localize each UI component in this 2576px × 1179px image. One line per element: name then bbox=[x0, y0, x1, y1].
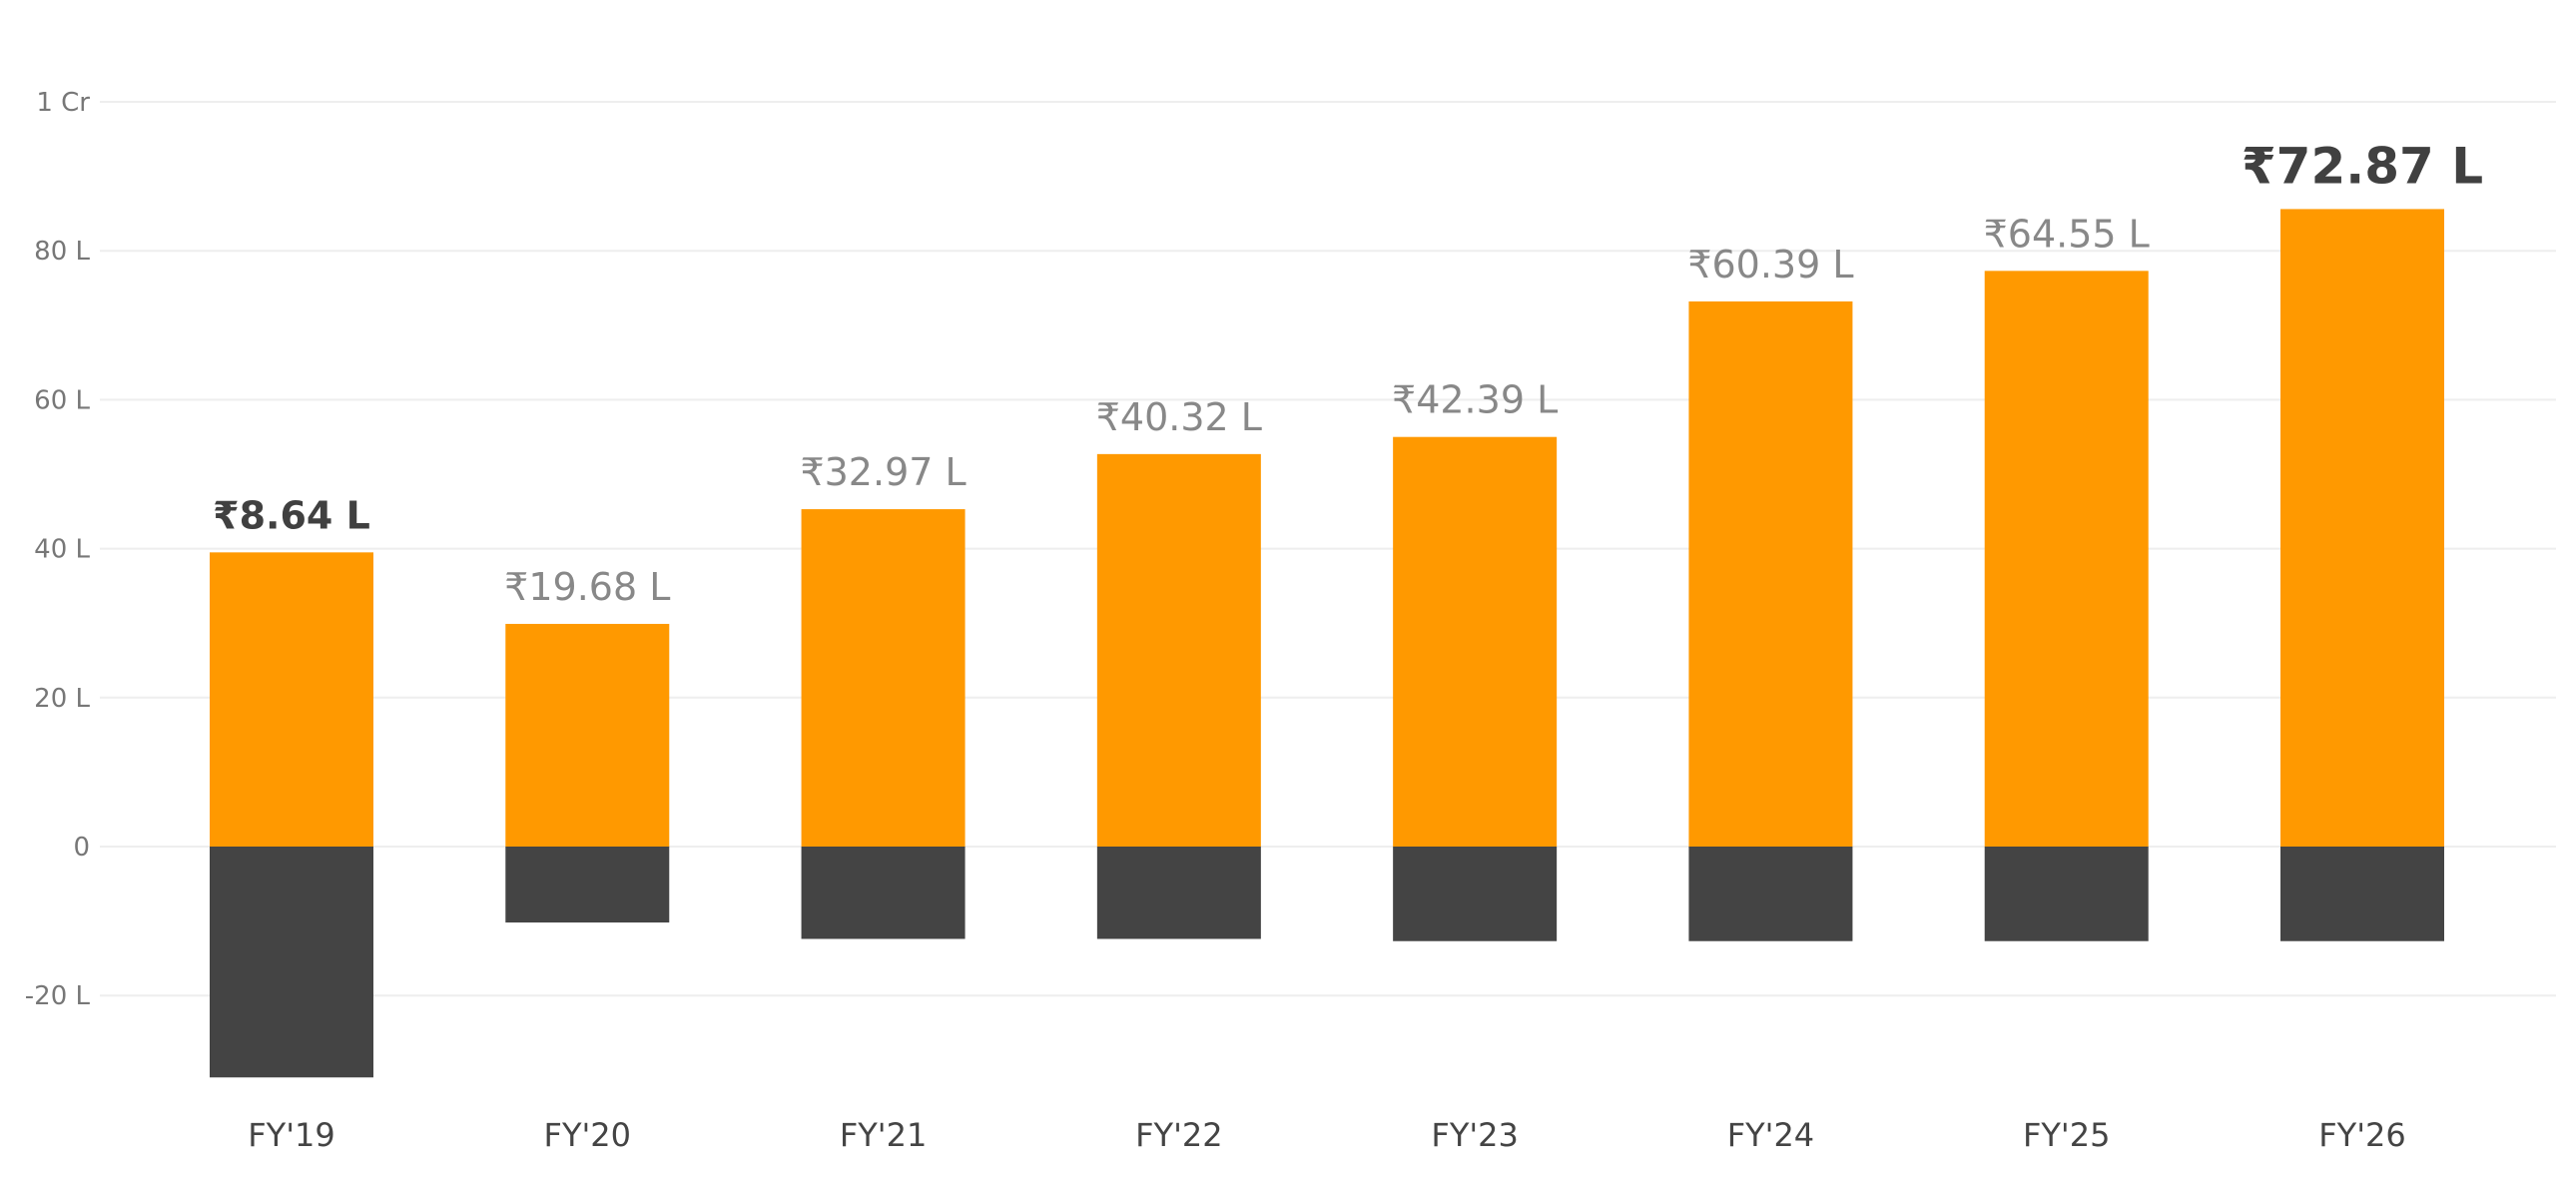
bar-positive bbox=[2280, 209, 2444, 847]
bar-negative bbox=[1096, 847, 1261, 939]
x-tick-label: FY'19 bbox=[248, 1116, 334, 1154]
x-tick-label: FY'26 bbox=[2318, 1116, 2405, 1154]
grid-layer bbox=[100, 101, 2556, 997]
data-label: ₹72.87 L bbox=[2242, 137, 2483, 195]
y-axis: 1 Cr 80 L 60 L 40 L 20 L 0 -20 L bbox=[25, 88, 91, 1011]
bar-positive bbox=[210, 552, 373, 847]
bar-negative bbox=[801, 847, 966, 939]
x-tick-label: FY'23 bbox=[1431, 1116, 1518, 1154]
data-label: ₹32.97 L bbox=[800, 450, 966, 494]
x-tick-label: FY'21 bbox=[840, 1116, 927, 1154]
bar-negative bbox=[1688, 847, 1853, 941]
data-labels: ₹8.64 L ₹19.68 L ₹32.97 L ₹40.32 L ₹42.39 L ₹… bbox=[213, 137, 2483, 609]
y-tick-label: 80 L bbox=[34, 237, 90, 267]
data-label: ₹40.32 L bbox=[1096, 395, 1262, 439]
x-tick-label: FY'20 bbox=[544, 1116, 631, 1154]
bar-negative bbox=[1984, 847, 2149, 941]
bar-negative bbox=[2280, 847, 2444, 941]
x-tick-label: FY'25 bbox=[2023, 1116, 2110, 1154]
bar-positive bbox=[1984, 271, 2149, 847]
x-tick-label: FY'24 bbox=[1727, 1116, 1814, 1154]
x-tick-label: FY'22 bbox=[1135, 1116, 1222, 1154]
y-tick-label: 0 bbox=[73, 833, 90, 863]
data-label: ₹64.55 L bbox=[1984, 212, 2150, 256]
bar-positive bbox=[1688, 300, 1853, 848]
bar-positive bbox=[1393, 436, 1558, 847]
data-label: ₹19.68 L bbox=[504, 565, 670, 609]
bar-positive bbox=[801, 509, 966, 847]
data-label: ₹60.39 L bbox=[1687, 243, 1853, 287]
y-tick-label: 40 L bbox=[34, 535, 90, 565]
y-tick-label: 60 L bbox=[34, 385, 90, 415]
data-label: ₹42.39 L bbox=[1392, 378, 1558, 422]
bar-positive bbox=[505, 623, 670, 847]
bar-negative bbox=[210, 847, 373, 1078]
bar-positive bbox=[1096, 453, 1261, 847]
y-tick-label: 1 Cr bbox=[36, 88, 90, 118]
y-tick-label: 20 L bbox=[34, 684, 90, 714]
x-axis: FY'19 FY'20 FY'21 FY'22 FY'23 FY'24 FY'25 FY'26 bbox=[248, 1116, 2405, 1154]
y-tick-label: -20 L bbox=[25, 981, 91, 1011]
data-label: ₹8.64 L bbox=[213, 493, 370, 537]
bars bbox=[210, 209, 2444, 1078]
bar-negative bbox=[505, 847, 670, 923]
bar-negative bbox=[1393, 847, 1558, 941]
